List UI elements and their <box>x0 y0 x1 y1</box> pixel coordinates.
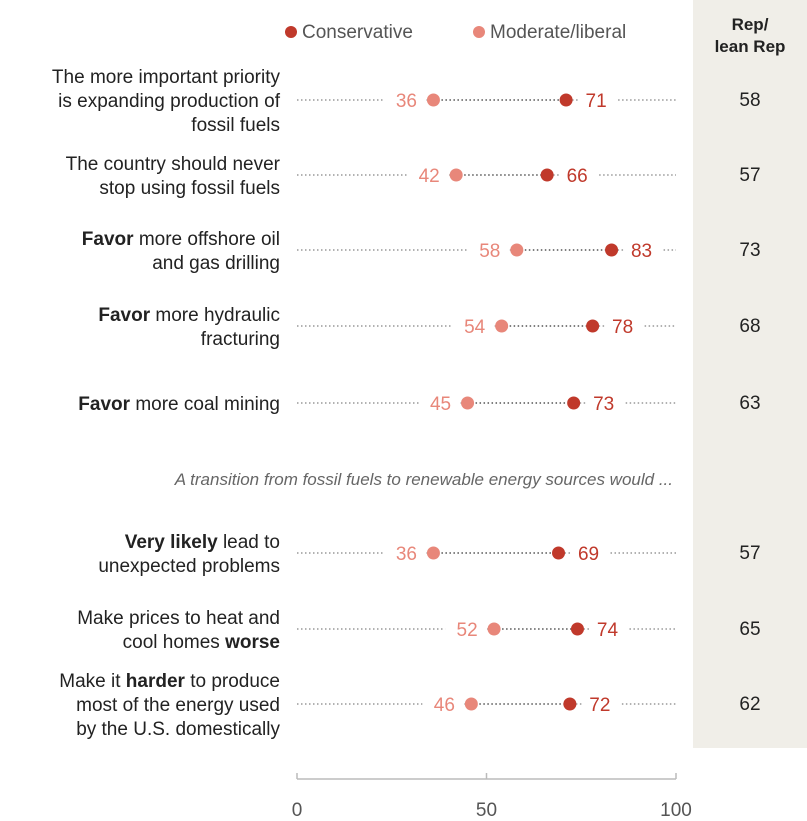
row-1-moderate-value: 36 <box>396 91 417 112</box>
row-5-moderate-dot <box>461 396 475 410</box>
row-3-conservative-value: 83 <box>631 241 652 262</box>
row-8-moderate-value: 46 <box>434 695 455 716</box>
row-6-rep-value: 57 <box>739 543 760 564</box>
row-8-conservative-value: 72 <box>589 695 610 716</box>
row-7-rep-value: 65 <box>739 619 760 640</box>
row-4-conservative-dot <box>586 319 600 333</box>
rep-column-background <box>693 0 807 748</box>
row-2-moderate-value: 42 <box>419 166 440 187</box>
row-2-rep-value: 57 <box>739 165 760 186</box>
legend-conservative-label: Conservative <box>302 22 413 43</box>
row-label-4-line-2: fracturing <box>201 329 280 350</box>
row-4-moderate-dot <box>495 319 509 333</box>
row-2-conservative-value: 66 <box>567 166 588 187</box>
row-6-conservative-value: 69 <box>578 544 599 565</box>
row-label-7-line-1: Make prices to heat and <box>77 608 280 629</box>
legend-conservative-dot <box>285 26 297 38</box>
row-4-conservative-value: 78 <box>612 317 633 338</box>
row-5-rep-value: 63 <box>739 393 760 414</box>
row-label-2-line-2: stop using fossil fuels <box>99 178 280 199</box>
row-5-conservative-dot <box>567 396 581 410</box>
row-1-moderate-dot <box>426 93 440 107</box>
row-label-6-line-2: unexpected problems <box>98 556 280 577</box>
x-tick-label-50: 50 <box>476 800 497 821</box>
row-label-6-line-1: Very likely lead to <box>125 532 280 553</box>
row-3-moderate-dot <box>510 243 524 257</box>
section-note: A transition from fossil fuels to renewa… <box>174 470 673 489</box>
row-1-conservative-dot <box>559 93 573 107</box>
row-6-moderate-value: 36 <box>396 544 417 565</box>
legend-moderate-label: Moderate/liberal <box>490 22 626 43</box>
row-7-conservative-dot <box>570 622 584 636</box>
row-label-1-line-3: fossil fuels <box>191 115 280 136</box>
row-label-2-line-1: The country should never <box>66 154 281 175</box>
row-1-conservative-value: 71 <box>586 91 607 112</box>
x-axis: 0 50 100 <box>292 773 692 821</box>
row-8-rep-value: 62 <box>739 694 760 715</box>
row-6-conservative-dot <box>552 546 566 560</box>
row-8-moderate-dot <box>464 697 478 711</box>
row-2-conservative-dot <box>540 168 554 182</box>
row-label-1-line-2: is expanding production of <box>58 91 281 112</box>
row-5-moderate-value: 45 <box>430 394 451 415</box>
row-label-5-line-1: Favor more coal mining <box>78 394 280 415</box>
row-label-1-line-1: The more important priority <box>52 67 281 88</box>
rep-header-line2: lean Rep <box>715 37 786 56</box>
row-8-conservative-dot <box>563 697 577 711</box>
rep-header-line1: Rep/ <box>732 15 769 34</box>
x-tick-label-100: 100 <box>660 800 692 821</box>
row-label-8-line-2: most of the energy used <box>76 695 280 716</box>
row-7-moderate-value: 52 <box>457 620 478 641</box>
row-label-3-line-1: Favor more offshore oil <box>82 229 280 250</box>
x-tick-label-0: 0 <box>292 800 303 821</box>
row-7-conservative-value: 74 <box>597 620 619 641</box>
row-5-conservative-value: 73 <box>593 394 614 415</box>
row-3-moderate-value: 58 <box>479 241 500 262</box>
row-label-4-line-1: Favor more hydraulic <box>98 305 280 326</box>
row-2-moderate-dot <box>449 168 463 182</box>
row-4-moderate-value: 54 <box>464 317 486 338</box>
row-label-3-line-2: and gas drilling <box>152 253 280 274</box>
row-label-8-line-3: by the U.S. domestically <box>76 719 280 740</box>
row-3-conservative-dot <box>605 243 619 257</box>
row-1-rep-value: 58 <box>739 90 760 111</box>
legend-moderate-dot <box>473 26 485 38</box>
chart-rows: The more important priority is expanding … <box>52 67 761 740</box>
row-4-rep-value: 68 <box>739 316 760 337</box>
row-3-rep-value: 73 <box>739 240 760 261</box>
row-6-moderate-dot <box>426 546 440 560</box>
row-7-moderate-dot <box>487 622 501 636</box>
legend: Conservative Moderate/liberal <box>285 22 626 43</box>
row-label-7-line-2: cool homes worse <box>123 632 280 653</box>
row-label-8-line-1: Make it harder to produce <box>59 671 280 692</box>
